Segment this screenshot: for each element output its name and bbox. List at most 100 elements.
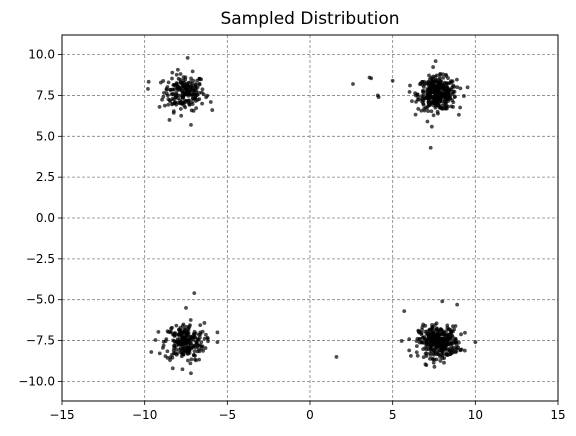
scatter-point bbox=[425, 119, 430, 124]
scatter-point bbox=[194, 88, 199, 93]
scatter-point bbox=[191, 78, 196, 83]
scatter-point bbox=[434, 77, 438, 82]
scatter-point bbox=[390, 78, 395, 83]
scatter-point bbox=[208, 100, 213, 104]
scatter-point bbox=[426, 82, 431, 86]
grid-lines bbox=[61, 35, 559, 401]
scatter-point bbox=[427, 328, 432, 333]
scatter-point bbox=[446, 88, 451, 93]
scatter-point bbox=[428, 345, 433, 350]
scatter-point bbox=[437, 340, 442, 345]
scatter-point bbox=[438, 94, 442, 99]
scatter-point bbox=[443, 95, 448, 100]
scatter-point bbox=[444, 333, 449, 338]
scatter-point bbox=[180, 102, 185, 106]
scatter-point bbox=[188, 85, 193, 90]
scatter-point bbox=[442, 91, 447, 96]
scatter-point bbox=[431, 325, 435, 330]
scatter-point bbox=[408, 83, 412, 88]
scatter-point bbox=[452, 327, 457, 332]
scatter-point bbox=[161, 346, 165, 350]
scatter-point bbox=[171, 92, 176, 97]
scatter-point bbox=[168, 330, 173, 335]
scatter-point bbox=[193, 357, 197, 362]
scatter-point bbox=[199, 90, 204, 95]
scatter-point bbox=[436, 88, 441, 93]
y-axis-ticks: −10.0 −7.5 −5.0 −2.5 0.0 2.5 5.0 7.5 10.0 bbox=[18, 48, 62, 388]
scatter-point bbox=[437, 75, 442, 80]
scatter-point bbox=[440, 299, 445, 304]
scatter-point bbox=[458, 86, 463, 91]
scatter-point bbox=[414, 339, 419, 344]
x-tick-label: 15 bbox=[550, 408, 565, 422]
scatter-point bbox=[446, 76, 450, 81]
scatter-point bbox=[161, 95, 166, 99]
y-tick-label: −7.5 bbox=[26, 334, 55, 348]
scatter-point bbox=[192, 329, 197, 334]
scatter-point bbox=[170, 76, 174, 81]
scatter-point bbox=[185, 55, 190, 60]
scatter-point bbox=[170, 70, 175, 75]
scatter-point bbox=[420, 340, 425, 345]
scatter-point bbox=[198, 323, 203, 328]
scatter-point bbox=[174, 72, 179, 77]
scatter-point bbox=[191, 338, 196, 342]
scatter-point bbox=[204, 332, 208, 337]
scatter-point bbox=[454, 346, 458, 351]
x-tick-label: −15 bbox=[49, 408, 74, 422]
scatter-point bbox=[171, 332, 175, 337]
scatter-point bbox=[197, 81, 202, 86]
scatter-point bbox=[423, 329, 428, 334]
scatter-point bbox=[168, 358, 172, 363]
scatter-point bbox=[445, 353, 450, 358]
scatter-point bbox=[427, 73, 431, 78]
scatter-point bbox=[446, 104, 450, 109]
scatter-point bbox=[441, 75, 446, 80]
scatter-point bbox=[421, 102, 426, 107]
scatter-point bbox=[181, 95, 186, 100]
scatter-point bbox=[402, 309, 407, 314]
scatter-point bbox=[189, 357, 194, 362]
scatter-point bbox=[164, 86, 169, 91]
scatter-point bbox=[436, 83, 441, 88]
scatter-point bbox=[413, 91, 417, 96]
scatter-point bbox=[185, 83, 190, 87]
scatter-point bbox=[454, 343, 459, 348]
scatter-point bbox=[428, 145, 433, 150]
scatter-point bbox=[420, 100, 425, 104]
scatter-point bbox=[164, 337, 169, 342]
chart-title: Sampled Distribution bbox=[220, 9, 399, 29]
scatter-point bbox=[430, 79, 435, 84]
scatter-point bbox=[442, 346, 447, 351]
scatter-point bbox=[199, 346, 204, 351]
scatter-point bbox=[174, 323, 179, 328]
scatter-point bbox=[441, 330, 446, 335]
scatter-point bbox=[431, 360, 436, 365]
scatter-point bbox=[158, 80, 163, 85]
scatter-point bbox=[410, 99, 414, 104]
scatter-point bbox=[182, 92, 187, 96]
x-tick-label: 10 bbox=[468, 408, 483, 422]
scatter-point bbox=[441, 352, 446, 357]
scatter-point bbox=[200, 101, 204, 106]
scatter-point bbox=[414, 344, 419, 348]
scatter-point bbox=[189, 122, 193, 127]
x-tick-label: −5 bbox=[218, 408, 236, 422]
scatter-point bbox=[415, 353, 420, 358]
scatter-point bbox=[199, 340, 204, 345]
scatter-point bbox=[180, 346, 185, 351]
scatter-point bbox=[426, 333, 431, 338]
scatter-point bbox=[407, 337, 412, 341]
scatter-point bbox=[182, 88, 186, 93]
scatter-point bbox=[433, 59, 438, 64]
scatter-point bbox=[408, 353, 413, 358]
scatter-point bbox=[186, 358, 190, 363]
scatter-point bbox=[420, 327, 424, 332]
scatter-point bbox=[422, 89, 427, 94]
scatter-point bbox=[429, 124, 434, 129]
scatter-point bbox=[166, 80, 171, 85]
scatter-point bbox=[165, 349, 170, 354]
data-points bbox=[146, 55, 478, 376]
scatter-point bbox=[462, 94, 466, 98]
scatter-point bbox=[435, 332, 440, 337]
